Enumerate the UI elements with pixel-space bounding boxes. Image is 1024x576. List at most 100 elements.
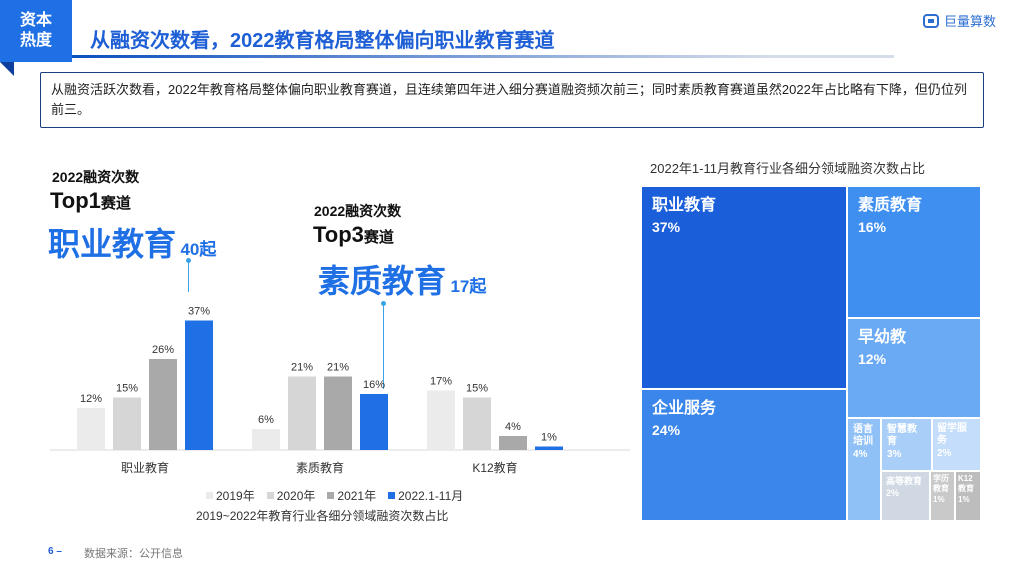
treemap-cell-value-0: 37% — [652, 219, 681, 235]
legend-item-3: 2022.1-11月 — [388, 487, 463, 504]
treemap-cell-name-7: 高等教育 — [886, 476, 923, 486]
bar-0-2 — [149, 359, 177, 450]
callout1-rank: Top1赛道 — [50, 188, 131, 214]
treemap-cell-value-7: 2% — [886, 488, 900, 498]
treemap-cell-2: 素质教育 16% — [847, 186, 981, 318]
bar-label-2-2: 4% — [505, 421, 521, 433]
bar-2-0 — [427, 390, 455, 450]
bar-0-3 — [185, 320, 213, 450]
treemap-cell-name-5: 智慧教育 — [887, 424, 917, 447]
category-label-2: K12教育 — [472, 460, 517, 475]
treemap-cell-6: 留学服务 2% — [932, 418, 981, 471]
funding-bar-chart: 12% 15% 26% 37% 职业教育 6% 21% 21% 16% 素质教育 17% 15% 4% 1… — [50, 306, 630, 475]
legend-swatch-0 — [206, 492, 213, 499]
bar-1-1 — [288, 376, 316, 450]
bar-label-2-1: 15% — [466, 383, 488, 395]
treemap-cell-name-6: 留学服务 — [937, 423, 967, 446]
page-title: 从融资次数看，2022教育格局整体偏向职业教育赛道 — [90, 30, 555, 52]
bar-1-2 — [324, 376, 352, 450]
callout2-field-row: 素质教育 17起 — [318, 256, 486, 302]
bar-label-2-0: 17% — [430, 376, 452, 388]
treemap-cell-name-3: 早幼教 — [858, 329, 907, 346]
bar-1-3 — [360, 394, 388, 450]
callout2-rank: Top3赛道 — [313, 222, 394, 248]
callout2-pin-line — [383, 303, 384, 389]
treemap-cell-value-5: 3% — [887, 449, 902, 460]
treemap-cell-5: 智慧教育 3% — [881, 418, 932, 471]
callout1-rank-main: Top1 — [50, 188, 101, 213]
bar-0-0 — [77, 408, 105, 450]
bar-label-0-2: 26% — [152, 344, 174, 356]
title-underline — [72, 55, 894, 58]
callout2-line1: 2022融资次数 — [314, 203, 402, 219]
bar-1-0 — [252, 429, 280, 450]
callout2-rank-suffix: 赛道 — [363, 229, 394, 246]
legend-item-1: 2020年 — [266, 487, 316, 504]
treemap-cell-value-6: 2% — [937, 448, 952, 459]
treemap-cell-value-1: 24% — [652, 422, 681, 438]
summary-text: 从融资活跃次数看，2022年教育格局整体偏向职业教育赛道，且连续第四年进入细分赛… — [51, 82, 967, 117]
logo-icon — [922, 13, 939, 28]
legend-label-3: 2022.1-11月 — [398, 489, 464, 503]
treemap-cell-9: K12教育 1% — [955, 471, 981, 521]
callout1-rank-suffix: 赛道 — [100, 195, 131, 212]
category-label-1: 素质教育 — [296, 460, 344, 475]
bar-label-0-0: 12% — [80, 393, 102, 405]
brand-logo: 巨量算数 — [922, 11, 996, 30]
callout1-pin-line — [188, 260, 189, 292]
bar-0-1 — [113, 397, 141, 450]
bar-label-1-2: 21% — [327, 362, 349, 374]
summary-box: 从融资活跃次数看，2022年教育格局整体偏向职业教育赛道，且连续第四年进入细分赛… — [40, 72, 984, 128]
legend-label-0: 2019年 — [216, 489, 255, 503]
bar-label-0-1: 15% — [116, 383, 138, 395]
section-tag: 资本热度 — [0, 0, 72, 62]
treemap-cell-name-0: 职业教育 — [652, 197, 717, 214]
treemap-cell-4: 语言培训 4% — [847, 418, 881, 521]
treemap-cell-value-8: 1% — [933, 495, 945, 504]
callout2-rank-main: Top3 — [313, 222, 364, 247]
bar-2-2 — [499, 436, 527, 450]
section-tag-text: 资本热度 — [19, 12, 52, 49]
bar-2-1 — [463, 397, 491, 450]
treemap-cell-0: 职业教育 37% — [641, 186, 847, 389]
callout1-field-row: 职业教育 40起 — [48, 219, 216, 265]
legend-swatch-2 — [327, 492, 335, 499]
treemap-cell-value-2: 16% — [858, 219, 887, 235]
treemap-cell-name-2: 素质教育 — [858, 197, 923, 214]
legend-label-1: 2020年 — [276, 489, 316, 503]
treemap-cell-name-1: 企业服务 — [652, 400, 717, 417]
treemap-cell-name-9: K12教育 — [958, 474, 974, 493]
callout2-count: 17起 — [450, 277, 487, 296]
callout2-field: 素质教育 — [318, 263, 447, 299]
treemap-cell-name-4: 语言培训 — [853, 424, 873, 447]
bar-legend: 2019年 2020年 2021年 2022.1-11月 — [206, 487, 463, 504]
treemap-cell-1: 企业服务 24% — [641, 389, 847, 521]
data-source: 数据来源：公开信息 — [84, 548, 183, 560]
bar-2-3 — [535, 446, 563, 450]
treemap-cell-value-9: 1% — [958, 495, 970, 504]
treemap-cell-name-8: 学历教育 — [933, 474, 949, 493]
treemap-title: 2022年1-11月教育行业各细分领域融资次数占比 — [650, 161, 925, 176]
bar-label-1-0: 6% — [258, 414, 274, 426]
page-number: 6 – — [48, 546, 62, 557]
treemap-cell-7: 高等教育 2% — [881, 471, 930, 521]
bar-label-1-3: 16% — [363, 379, 385, 391]
bar-label-1-1: 21% — [291, 362, 313, 374]
bar-label-2-3: 1% — [541, 432, 557, 444]
logo-text: 巨量算数 — [943, 14, 996, 29]
bar-chart-title: 2019~2022年教育行业各细分领域融资次数占比 — [196, 509, 449, 523]
callout1-count: 40起 — [180, 240, 217, 259]
category-label-0: 职业教育 — [121, 460, 169, 475]
treemap-cell-3: 早幼教 12% — [847, 318, 981, 418]
legend-swatch-3 — [388, 492, 396, 499]
legend-swatch-1 — [266, 492, 274, 499]
legend-item-2: 2021年 — [327, 487, 376, 504]
funding-treemap: 职业教育 37% 企业服务 24% 素质教育 16% 早幼教 12% 语言培训 4% 智慧教育 3% 留… — [641, 186, 981, 521]
callout1-field: 职业教育 — [48, 226, 177, 262]
treemap-cell-value-4: 4% — [853, 449, 868, 460]
legend-item-0: 2019年 — [206, 487, 255, 504]
section-tag-corner — [0, 62, 14, 76]
callout1-line1: 2022融资次数 — [52, 169, 140, 185]
bar-label-0-3: 37% — [188, 306, 210, 318]
treemap-cell-value-3: 12% — [858, 351, 887, 367]
